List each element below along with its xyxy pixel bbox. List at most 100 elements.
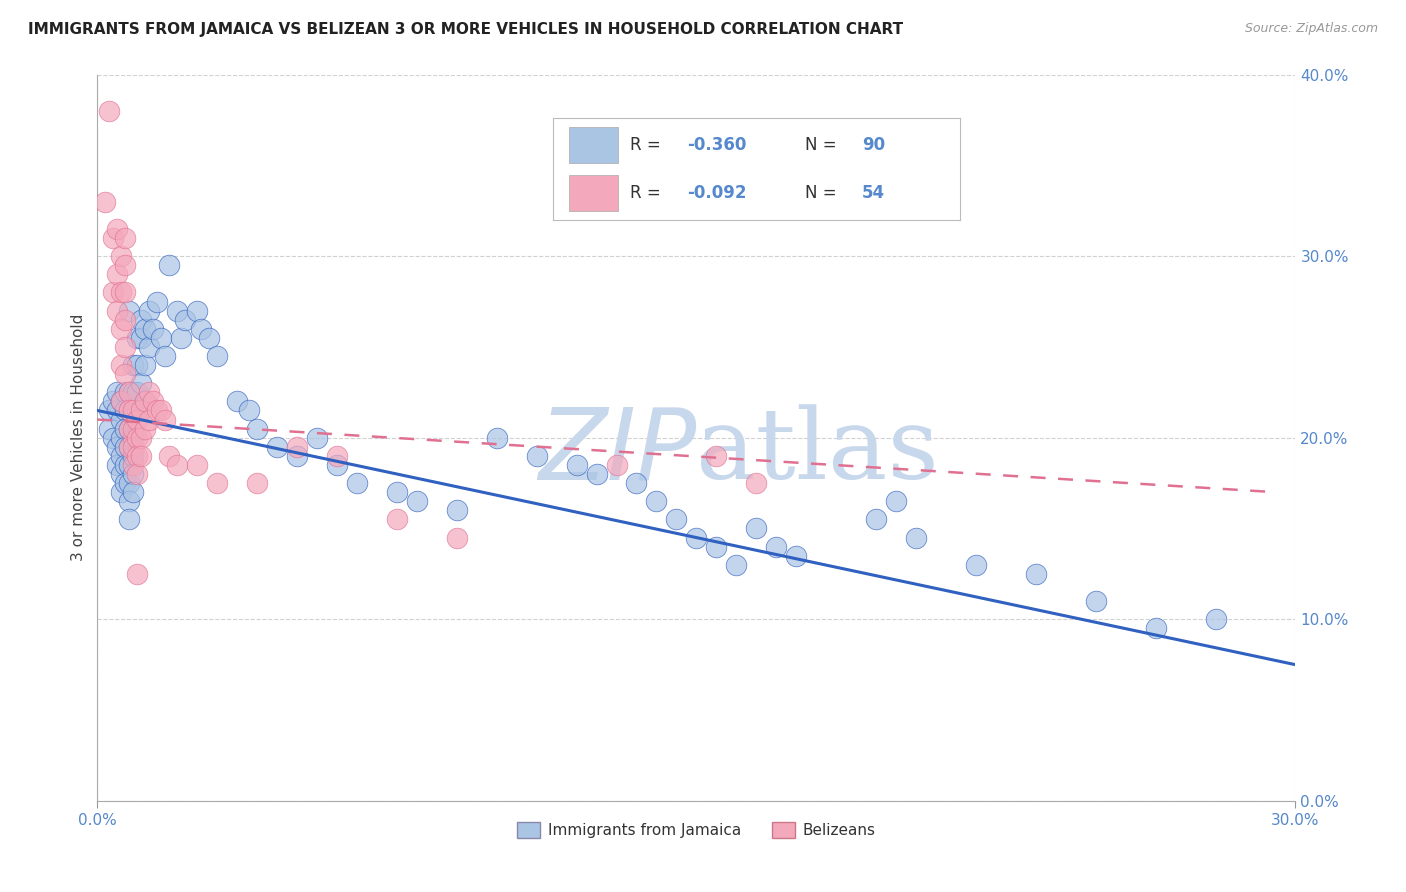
Point (114, 285, 136, 300)
Point (118, 385, 141, 400)
Point (127, 431, 149, 445)
Point (122, 449, 145, 463)
Point (565, 458, 588, 472)
Point (745, 476, 768, 491)
Point (105, 458, 128, 472)
Point (110, 412, 132, 426)
Point (110, 485, 132, 500)
Point (110, 358, 132, 372)
Point (884, 494, 907, 508)
Point (127, 412, 149, 426)
Point (114, 440, 136, 454)
Point (127, 385, 149, 400)
Point (1084, 594, 1107, 608)
Point (105, 385, 128, 400)
Point (114, 312, 136, 326)
Point (114, 476, 136, 491)
Point (122, 458, 145, 472)
Point (114, 385, 136, 400)
Point (118, 440, 141, 454)
Point (129, 312, 152, 326)
Point (129, 431, 152, 445)
Point (685, 531, 707, 545)
Point (198, 331, 221, 345)
Point (285, 440, 308, 454)
Point (118, 403, 141, 417)
Point (110, 322, 132, 336)
Point (485, 431, 508, 445)
Point (155, 412, 177, 426)
Point (146, 403, 169, 417)
Point (305, 431, 328, 445)
Point (186, 303, 208, 318)
Legend: Immigrants from Jamaica, Belizeans: Immigrants from Jamaica, Belizeans (512, 816, 882, 844)
Point (157, 258, 180, 272)
Point (246, 476, 269, 491)
Point (385, 512, 408, 526)
Text: IMMIGRANTS FROM JAMAICA VS BELIZEAN 3 OR MORE VEHICLES IN HOUSEHOLD CORRELATION : IMMIGRANTS FROM JAMAICA VS BELIZEAN 3 OR… (28, 22, 903, 37)
Point (446, 503, 468, 517)
Point (127, 467, 149, 481)
Point (645, 494, 668, 508)
Point (103, 394, 125, 409)
Point (238, 403, 260, 417)
Point (122, 358, 145, 372)
Point (134, 358, 156, 372)
Point (114, 403, 136, 417)
Point (965, 558, 987, 572)
Point (606, 458, 628, 472)
Point (186, 458, 208, 472)
Point (105, 303, 128, 318)
Point (105, 403, 128, 417)
Point (118, 512, 141, 526)
Point (446, 531, 468, 545)
Point (155, 349, 177, 363)
Point (94, 194, 117, 209)
Point (114, 231, 136, 245)
Point (142, 394, 165, 409)
Point (110, 249, 132, 263)
Point (129, 376, 152, 391)
Point (205, 349, 228, 363)
Point (226, 394, 249, 409)
Point (138, 303, 160, 318)
Point (138, 385, 160, 400)
Point (105, 267, 128, 281)
Point (110, 285, 132, 300)
Point (127, 566, 149, 581)
Point (134, 322, 156, 336)
Point (706, 540, 728, 554)
Point (122, 403, 145, 417)
Point (134, 394, 156, 409)
Point (174, 312, 197, 326)
Point (150, 331, 173, 345)
Point (905, 531, 928, 545)
Point (98, 103, 121, 118)
Point (170, 331, 193, 345)
Text: Source: ZipAtlas.com: Source: ZipAtlas.com (1244, 22, 1378, 36)
Point (138, 412, 160, 426)
Point (105, 440, 128, 454)
Point (110, 467, 132, 481)
Point (114, 422, 136, 436)
Point (285, 449, 308, 463)
Point (103, 431, 125, 445)
Point (118, 494, 141, 508)
Point (129, 331, 152, 345)
Point (114, 458, 136, 472)
Point (405, 494, 427, 508)
Point (118, 476, 141, 491)
Point (118, 422, 141, 436)
Point (725, 558, 748, 572)
Point (129, 449, 152, 463)
Point (585, 467, 607, 481)
Point (129, 403, 152, 417)
Point (1205, 612, 1227, 626)
Point (110, 449, 132, 463)
Point (142, 322, 165, 336)
Point (785, 549, 807, 563)
Point (326, 449, 349, 463)
Point (127, 358, 149, 372)
Point (118, 440, 141, 454)
Point (114, 258, 136, 272)
